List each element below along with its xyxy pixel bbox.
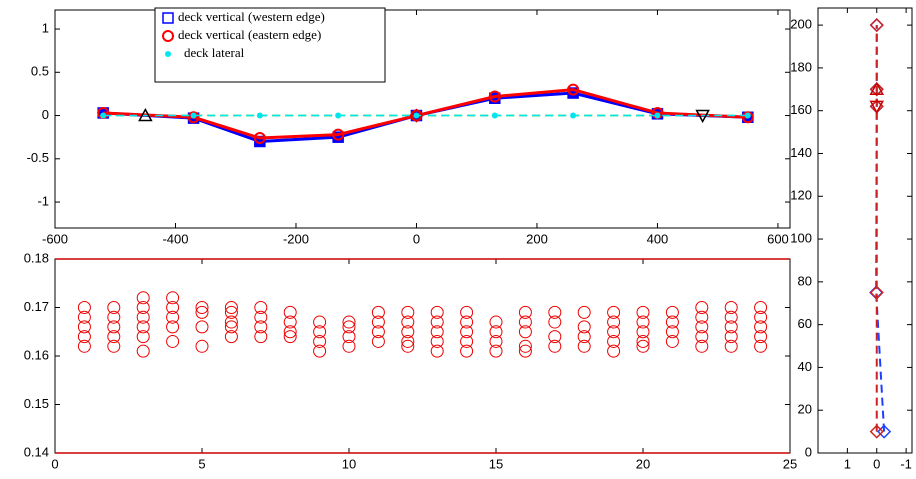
plot-area (55, 259, 790, 453)
y-tick-label: -1 (37, 193, 49, 208)
marker (570, 113, 576, 119)
y-tick-label: 0.15 (24, 396, 49, 411)
y-tick-label: 0.14 (24, 444, 49, 459)
x-tick-label: 15 (489, 456, 503, 471)
y-tick-label: 60 (798, 316, 812, 331)
x-tick-label: 20 (636, 456, 650, 471)
x-tick-label: 600 (767, 231, 789, 246)
y-tick-label: 0.16 (24, 347, 49, 362)
y-tick-label: 1 (42, 20, 49, 35)
y-tick-label: 0.5 (31, 64, 49, 79)
x-tick-label: 400 (647, 231, 669, 246)
x-tick-label: 0 (51, 456, 58, 471)
x-tick-label: 1 (844, 456, 851, 471)
y-tick-label: 200 (790, 17, 812, 32)
y-tick-label: -0.5 (27, 150, 49, 165)
legend-label: deck vertical (western edge) (178, 9, 325, 24)
x-tick-label: 25 (783, 456, 797, 471)
x-tick-label: 5 (198, 456, 205, 471)
marker (335, 113, 341, 119)
y-tick-label: 0.17 (24, 299, 49, 314)
x-tick-label: -600 (42, 231, 68, 246)
y-tick-label: 0 (42, 107, 49, 122)
x-tick-label: -200 (283, 231, 309, 246)
x-tick-label: 0 (413, 231, 420, 246)
y-tick-label: 0 (805, 444, 812, 459)
x-tick-label: -1 (900, 456, 912, 471)
marker (745, 113, 751, 119)
x-tick-label: 0 (873, 456, 880, 471)
marker (654, 113, 660, 119)
y-tick-label: 20 (798, 402, 812, 417)
marker (413, 113, 419, 119)
x-tick-label: 10 (342, 456, 356, 471)
y-tick-label: 0.18 (24, 250, 49, 265)
marker (492, 113, 498, 119)
y-tick-label: 80 (798, 273, 812, 288)
y-tick-label: 180 (790, 59, 812, 74)
marker (100, 113, 106, 119)
x-tick-label: 200 (526, 231, 548, 246)
y-tick-label: 160 (790, 102, 812, 117)
marker (191, 113, 197, 119)
y-tick-label: 40 (798, 359, 812, 374)
legend: deck vertical (western edge) deck vertica… (155, 8, 385, 82)
x-tick-label: -400 (162, 231, 188, 246)
marker (257, 113, 263, 119)
y-tick-label: 140 (790, 145, 812, 160)
legend-label: deck lateral (184, 45, 245, 60)
y-tick-label: 120 (790, 188, 812, 203)
legend-label: deck vertical (eastern edge) (178, 27, 321, 42)
legend-marker (165, 51, 171, 57)
plot-area (818, 8, 912, 453)
y-tick-label: 100 (790, 230, 812, 245)
